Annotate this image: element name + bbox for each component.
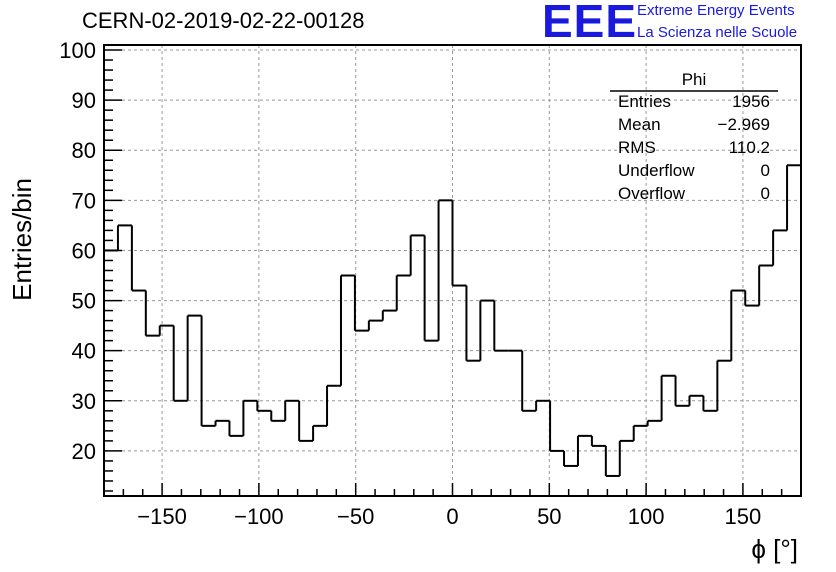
y-axis-ticks: 20 30 40 50 60 70 80 90 100 [59,38,122,492]
stats-label: Entries [618,92,671,111]
logo-line-1: Extreme Energy Events [637,2,795,19]
x-tick-label: 150 [725,504,762,529]
y-tick-label: 60 [72,238,96,263]
y-tick-label: 30 [72,389,96,414]
y-tick-label: 90 [72,88,96,113]
x-tick-label: −50 [337,504,374,529]
stats-value: 0 [760,161,770,180]
stats-value: −2.969 [717,115,770,134]
x-axis-label: ϕ [°] [751,534,798,564]
stats-label: Overflow [618,184,686,203]
logo-line-2: La Scienza nelle Scuole [637,24,798,41]
stats-box-title: Phi [681,70,707,89]
x-axis-ticks: −150 −100 −50 0 50 100 150 [103,483,802,529]
stats-row-overflow: Overflow 0 [618,184,770,206]
eee-logo-icon: EEE [542,0,638,47]
stats-label: RMS [618,138,656,157]
y-tick-label: 40 [72,339,96,364]
y-axis-label: Entries/bin [7,178,37,301]
stats-value: 0 [760,184,770,203]
y-tick-label: 20 [72,439,96,464]
y-tick-label: 80 [72,138,96,163]
stats-row-rms: RMS 110.2 [618,138,770,160]
x-tick-label: −150 [137,504,187,529]
stats-label: Mean [618,115,661,134]
y-tick-label: 50 [72,289,96,314]
plot-title: CERN-02-2019-02-22-00128 [82,8,365,33]
stats-row-entries: Entries 1956 [618,92,770,114]
y-tick-label: 100 [59,38,96,63]
x-tick-label: 0 [446,504,458,529]
x-tick-label: 50 [537,504,561,529]
histogram-series [104,164,801,477]
x-tick-label: 100 [628,504,665,529]
stats-label: Underflow [618,161,695,180]
y-tick-label: 70 [72,188,96,213]
x-tick-label: −100 [234,504,284,529]
stats-value: 1956 [732,92,770,111]
stats-row-mean: Mean −2.969 [618,115,770,137]
stats-row-underflow: Underflow 0 [618,161,770,183]
stats-value: 110.2 [728,138,770,157]
